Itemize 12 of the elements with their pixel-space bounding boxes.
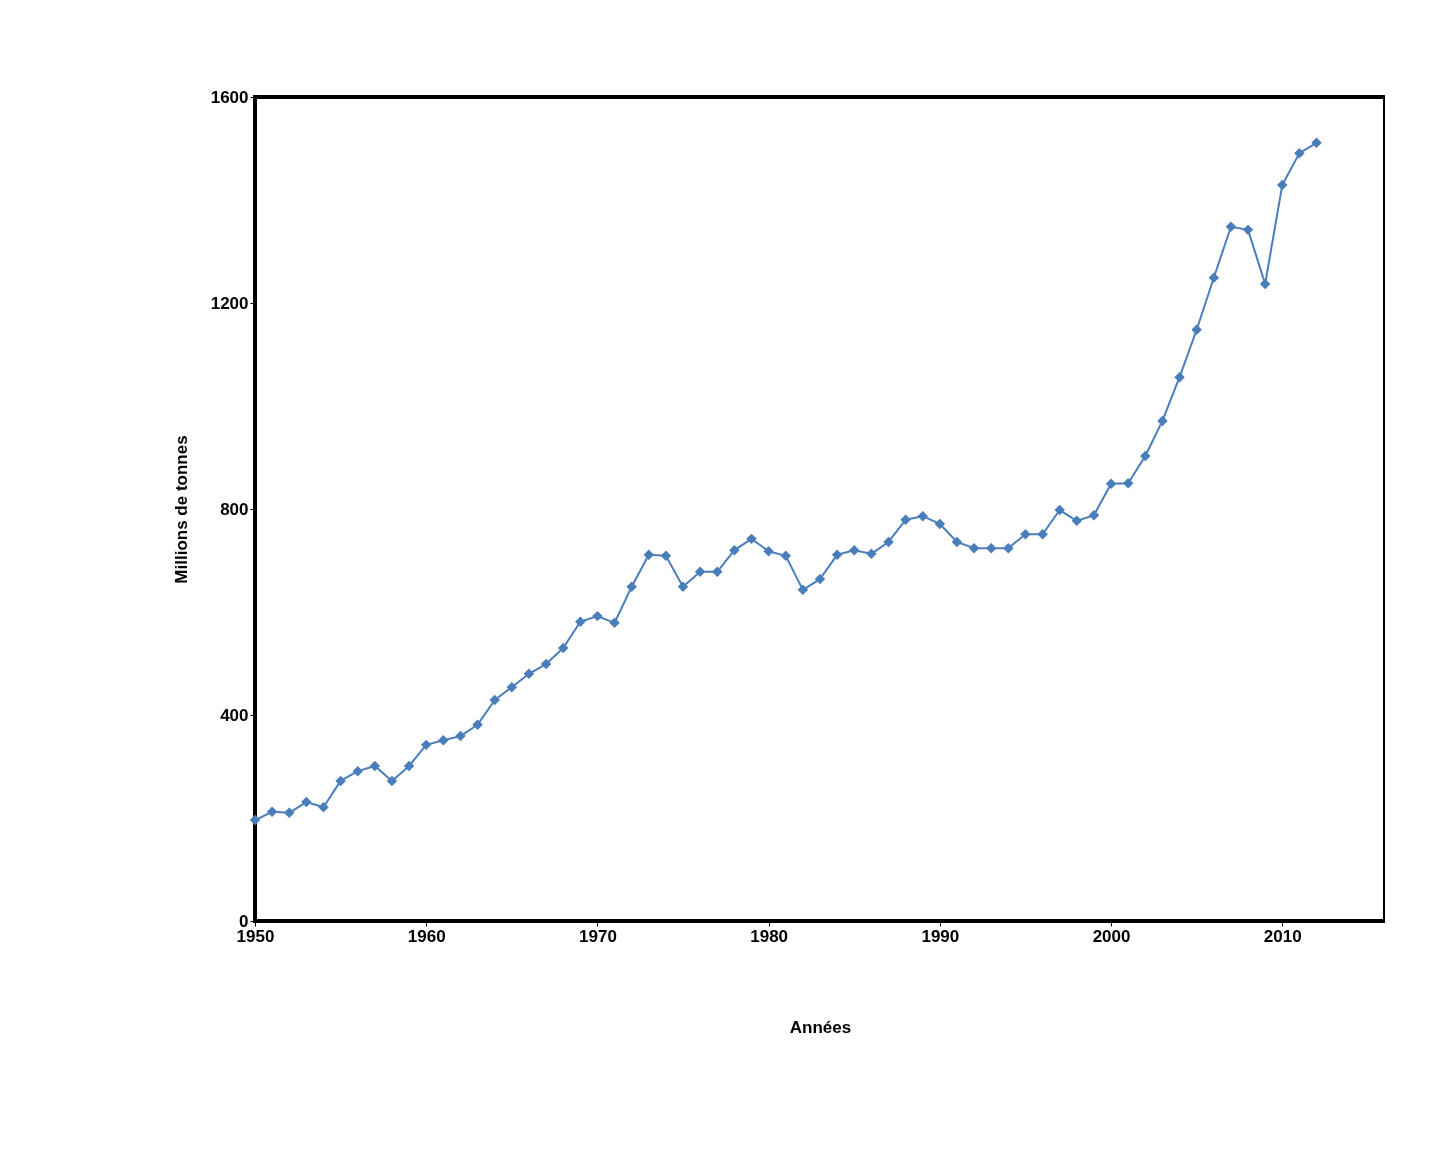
x-tick-label: 1960 xyxy=(407,926,446,946)
x-tick-label: 2000 xyxy=(1092,926,1131,946)
y-tick-label: 400 xyxy=(220,705,249,725)
y-tick-label: 1600 xyxy=(210,87,249,107)
x-tick-label: 1970 xyxy=(579,926,617,946)
x-axis-title: Années xyxy=(789,1017,852,1037)
x-tick-label: 1990 xyxy=(921,926,960,946)
y-tick-label: 1200 xyxy=(210,293,249,313)
x-tick-label: 1980 xyxy=(750,926,789,946)
x-tick-label: 2010 xyxy=(1263,926,1302,946)
y-axis-title: Millions de tonnes xyxy=(171,435,191,584)
y-tick-label: 800 xyxy=(220,499,249,519)
